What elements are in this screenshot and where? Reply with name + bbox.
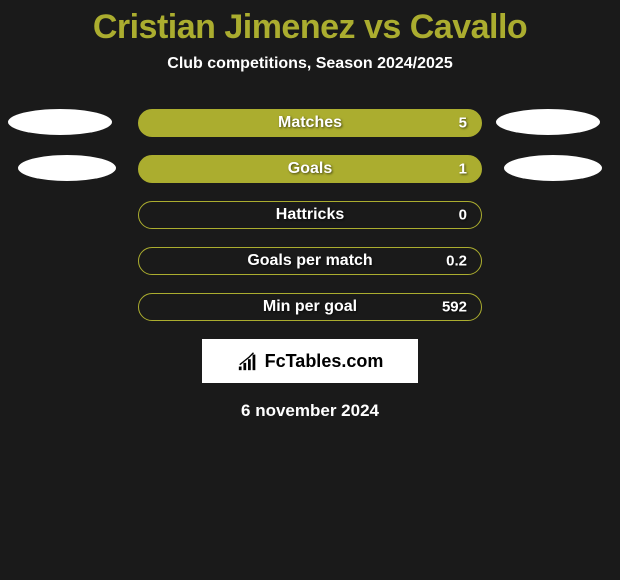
stat-row: Matches 5 [0,109,620,137]
stat-value: 0.2 [446,253,467,270]
stat-label: Min per goal [263,298,357,316]
stat-value: 592 [442,299,467,316]
stat-row: Goals per match 0.2 [0,247,620,275]
stat-row: Min per goal 592 [0,293,620,321]
stat-value: 5 [459,115,467,132]
stat-label: Hattricks [276,206,344,224]
stat-bar-goals: Goals 1 [138,155,482,183]
stat-bar-hattricks: Hattricks 0 [138,201,482,229]
logo-text: FcTables.com [265,351,384,372]
stat-bar-min-per-goal: Min per goal 592 [138,293,482,321]
comparison-container: Cristian Jimenez vs Cavallo Club competi… [0,0,620,421]
stat-bar-matches: Matches 5 [138,109,482,137]
stat-row: Hattricks 0 [0,201,620,229]
subtitle: Club competitions, Season 2024/2025 [0,55,620,73]
stat-row: Goals 1 [0,155,620,183]
stat-value: 0 [459,207,467,224]
stats-area: Matches 5 Goals 1 Hattricks 0 Goals per … [0,109,620,321]
stat-label: Goals per match [247,252,372,270]
stat-value: 1 [459,161,467,178]
stat-label: Matches [278,114,342,132]
stat-label: Goals [288,160,332,178]
logo-box[interactable]: FcTables.com [202,339,418,383]
page-title: Cristian Jimenez vs Cavallo [0,8,620,47]
stat-bar-goals-per-match: Goals per match 0.2 [138,247,482,275]
chart-icon [237,350,259,372]
date-text: 6 november 2024 [0,401,620,421]
